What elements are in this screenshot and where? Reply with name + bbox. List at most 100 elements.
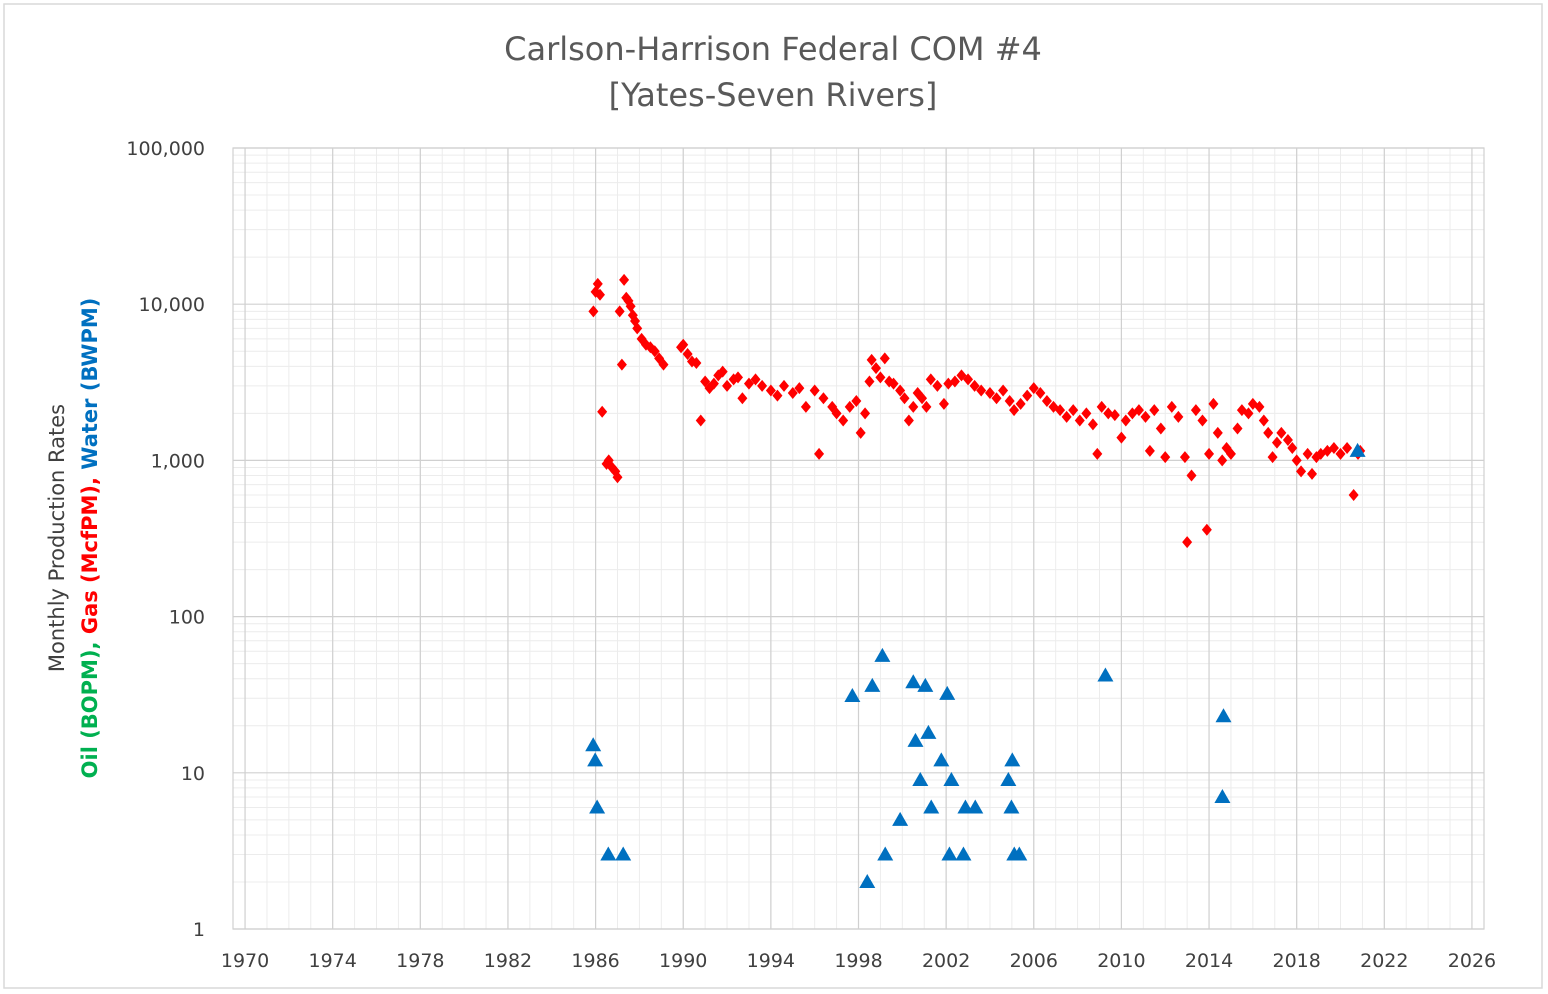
diamond-point bbox=[1120, 414, 1131, 427]
x-tick-label: 1974 bbox=[309, 950, 357, 972]
triangle-point bbox=[1097, 667, 1114, 682]
y-axis-label-part: Oil (BOPM), bbox=[78, 634, 102, 778]
diamond-point bbox=[1258, 414, 1269, 427]
triangle-point bbox=[955, 846, 972, 861]
diamond-point bbox=[772, 389, 783, 402]
diamond-point bbox=[1254, 400, 1265, 413]
triangle-point bbox=[933, 752, 950, 767]
diamond-point bbox=[1282, 434, 1293, 447]
diamond-point bbox=[588, 305, 599, 318]
diamond-point bbox=[1201, 523, 1212, 536]
y-axis-label-part: Water (BWPM) bbox=[78, 298, 102, 470]
diamond-point bbox=[888, 377, 899, 390]
diamond-point bbox=[925, 373, 936, 386]
grid: 1 10 100 1,000 10,000 100,000 1970 1974 1978 1982… bbox=[126, 138, 1496, 972]
diamond-point bbox=[1061, 410, 1072, 423]
chart-border bbox=[3, 3, 1543, 989]
diamond-point bbox=[818, 392, 829, 405]
triangle-point bbox=[905, 674, 922, 689]
diamond-point bbox=[1186, 469, 1197, 482]
diamond-point bbox=[879, 352, 890, 365]
triangle-point bbox=[874, 647, 891, 662]
diamond-point bbox=[1197, 414, 1208, 427]
y-tick-label: 100 bbox=[169, 607, 205, 629]
x-tick-label: 1986 bbox=[571, 950, 619, 972]
x-tick-label: 2018 bbox=[1272, 950, 1320, 972]
x-tick-label: 2022 bbox=[1360, 950, 1408, 972]
diamond-point bbox=[1182, 536, 1193, 549]
diamond-point bbox=[625, 300, 636, 313]
x-tick-label: 1998 bbox=[834, 950, 882, 972]
diamond-point bbox=[809, 384, 820, 397]
diamond-point bbox=[1140, 410, 1151, 423]
diamond-point bbox=[855, 426, 866, 439]
triangle-point bbox=[877, 846, 894, 861]
diamond-point bbox=[1166, 400, 1177, 413]
triangle-point bbox=[923, 799, 940, 814]
diamond-point bbox=[1015, 397, 1026, 410]
chart-subtitle: [Yates-Seven Rivers] bbox=[609, 76, 938, 114]
diamond-point bbox=[1081, 407, 1092, 420]
plot-border bbox=[232, 147, 1485, 930]
diamond-point bbox=[1190, 404, 1201, 417]
diamond-point bbox=[1225, 447, 1236, 460]
diamond-point bbox=[998, 384, 1009, 397]
diamond-point bbox=[1022, 389, 1033, 402]
diamond-point bbox=[969, 379, 980, 392]
triangle-point bbox=[615, 846, 632, 861]
diamond-point bbox=[903, 414, 914, 427]
diamond-point bbox=[1041, 395, 1052, 408]
triangle-point bbox=[1215, 708, 1232, 723]
triangle-point bbox=[917, 677, 934, 692]
diamond-point bbox=[860, 407, 871, 420]
triangle-point bbox=[1349, 442, 1366, 457]
diamond-point bbox=[678, 338, 689, 351]
diamond-point bbox=[1217, 454, 1228, 467]
diamond-point bbox=[938, 397, 949, 410]
triangle-point bbox=[1003, 799, 1020, 814]
diamond-point bbox=[921, 400, 932, 413]
diamond-point bbox=[1096, 400, 1107, 413]
triangle-point bbox=[920, 724, 937, 739]
triangle-point bbox=[587, 752, 604, 767]
diamond-point bbox=[612, 471, 623, 484]
marks bbox=[585, 273, 1366, 888]
diamond-point bbox=[632, 322, 643, 335]
diamond-point bbox=[908, 400, 919, 413]
diamond-point bbox=[1149, 404, 1160, 417]
diamond-point bbox=[1133, 404, 1144, 417]
diamond-point bbox=[866, 353, 877, 366]
x-tick-label: 2026 bbox=[1448, 950, 1496, 972]
diamond-point bbox=[1263, 426, 1274, 439]
diamond-point bbox=[871, 362, 882, 375]
diamond-point bbox=[984, 387, 995, 400]
diamond-point bbox=[1173, 410, 1184, 423]
diamond-point bbox=[1144, 444, 1155, 457]
diamond-point bbox=[1271, 436, 1282, 449]
diamond-point bbox=[1342, 442, 1353, 455]
diamond-point bbox=[737, 392, 748, 405]
diamond-point bbox=[1328, 442, 1339, 455]
diamond-point bbox=[976, 384, 987, 397]
triangle-point bbox=[1004, 752, 1021, 767]
diamond-point bbox=[963, 373, 974, 386]
diamond-point bbox=[597, 405, 608, 418]
diamond-point bbox=[932, 379, 943, 392]
x-tick-label: 1978 bbox=[396, 950, 444, 972]
y-tick-label: 10 bbox=[181, 763, 205, 785]
triangle-point bbox=[1214, 788, 1231, 803]
diamond-point bbox=[1287, 442, 1298, 455]
diamond-point bbox=[1116, 431, 1127, 444]
x-tick-label: 1990 bbox=[659, 950, 707, 972]
diamond-point bbox=[1179, 451, 1190, 464]
y-tick-label: 1 bbox=[193, 919, 205, 941]
triangle-point bbox=[1000, 771, 1017, 786]
x-tick-label: 2006 bbox=[1010, 950, 1058, 972]
y-axis-label-part: Gas (McfPM), bbox=[78, 470, 102, 634]
diamond-point bbox=[1296, 465, 1307, 478]
x-tick-label: 2010 bbox=[1097, 950, 1145, 972]
diamond-point bbox=[1068, 404, 1079, 417]
diamond-point bbox=[743, 377, 754, 390]
diamond-point bbox=[1087, 418, 1098, 431]
diamond-point bbox=[838, 414, 849, 427]
